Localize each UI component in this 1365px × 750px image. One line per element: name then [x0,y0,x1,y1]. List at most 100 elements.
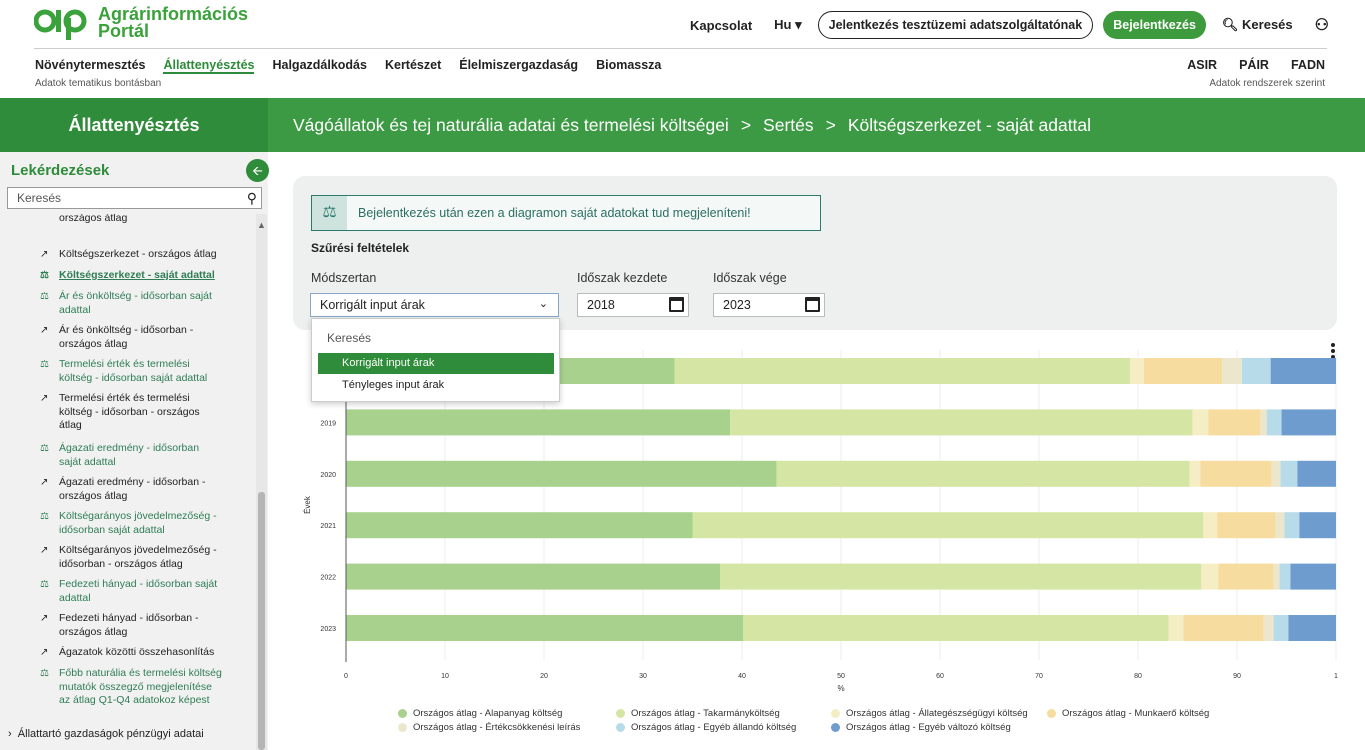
accessibility-icon[interactable]: ⚇ [1314,17,1329,34]
sidebar-item[interactable]: ↗ Fedezeti hányad - idősorban - országos … [40,612,224,639]
legend-item[interactable]: Országos átlag - Egyéb változó költség [831,722,1011,733]
dropdown-option[interactable]: Tényleges input árak [342,379,445,391]
bar-segment [1201,563,1219,590]
legend-item[interactable]: Országos átlag - Munkaerő költség [1047,708,1209,719]
header-search-label: Keresés [1242,17,1293,32]
bar-segment [1222,358,1242,384]
sidebar-item[interactable]: ⚖ Ár és önköltség - idősorban saját adatt… [40,290,224,317]
query-list: országos átlag ↗ Költségszerkezet - orszá… [0,214,256,750]
sidebar-search-input[interactable]: Keresés ⚲ [7,187,262,209]
filter-title: Szűrési feltételek [311,241,410,255]
x-tick-label: 50 [837,673,845,680]
y-tick-label: 2019 [320,420,336,427]
nav-item-food[interactable]: Élelmiszergazdaság [459,58,579,72]
caret-down-icon: ▾ [795,17,802,32]
contact-link[interactable]: Kapcsolat [690,17,753,33]
chart-svg: 2018201920202021202220230102030405060708… [303,350,1338,693]
nav-item-pair[interactable]: PÁIR [1239,58,1269,72]
report-provider-button[interactable]: Jelentkezés tesztüzemi adatszolgáltatóna… [817,11,1094,39]
dropdown-search-input[interactable]: Keresés [327,331,372,345]
calendar-icon[interactable] [669,297,684,312]
bar-segment [1271,460,1281,487]
bar-segment [346,512,693,539]
sidebar-item[interactable]: ⚖ Ágazati eredmény - idősorban saját adat… [40,442,224,469]
legend-item[interactable]: Országos átlag - Alapanyag költség [398,708,562,719]
sidebar-item[interactable]: ↗ Ágazati eredmény - idősorban - országos… [40,476,224,503]
sidebar-item-label: Ár és önköltség - idősorban saját adatta… [59,290,212,316]
sidebar-item-label: Költségarányos jövedelmezőség - idősorba… [59,544,217,570]
sidebar-item[interactable]: ⚖ Főbb naturália és termelési költség mut… [40,667,224,708]
chart-menu-icon[interactable] [1331,343,1335,359]
legend-item[interactable]: Országos átlag - Egyéb állandó költség [616,722,796,733]
bar-segment [720,563,1202,590]
login-button[interactable]: Bejelentkezés [1103,11,1206,39]
language-select[interactable]: Hu ▾ [768,17,808,33]
legend-swatch [398,723,407,732]
nav-item-livestock[interactable]: Állattenyésztés [163,58,255,74]
sidebar-scrollbar[interactable]: ▲ [256,214,267,750]
sidebar-item-label: Fedezeti hányad - idősorban saját adatta… [59,578,218,604]
start-date-field[interactable]: 2018 [577,293,689,317]
nav-item-crop[interactable]: Növénytermesztés [35,58,146,72]
bar-segment [1218,563,1274,590]
breadcrumb-item[interactable]: Sertés [763,114,814,135]
sidebar-group-label: Állattartó gazdaságok pénzügyi adatai [17,728,204,740]
sidebar-item[interactable]: ↗ Ágazatok közötti összehasonlítás [40,646,224,660]
nav-item-asir[interactable]: ASIR [1187,58,1218,72]
sidebar-item[interactable]: ↗ Termelési érték és termelési költség - … [40,392,224,433]
legend-item[interactable]: Országos átlag - Takarmányköltség [616,708,780,719]
bar-segment [1192,409,1209,436]
legend-swatch [616,723,625,732]
search-icon[interactable]: ⚲ [246,190,257,206]
sidebar-item[interactable]: ↗ Ár és önköltség - idősorban - országos … [40,324,224,351]
sidebar-item[interactable]: ⚖ Költségszerkezet - saját adattal [40,269,224,283]
trend-icon: ↗ [40,613,49,624]
bar-segment [346,563,721,590]
sidebar-item-label: Termelési érték és termelési költség - i… [59,358,208,384]
site-header: Agrárinformációs Portál Kapcsolat Hu ▾ J… [0,0,1365,98]
bar-segment [742,615,1169,641]
calendar-icon[interactable] [805,297,820,312]
sidebar-item[interactable]: ↗ Költségarányos jövedelmezőség - idősorb… [40,544,224,571]
portal-logo[interactable]: Agrárinformációs Portál [33,5,248,40]
bar-segment [1168,615,1184,641]
scroll-up-icon[interactable]: ▲ [257,220,266,230]
nav-item-horticulture[interactable]: Kertészet [384,58,442,72]
sidebar-group-finance[interactable]: › Állattartó gazdaságok pénzügyi adatai [8,728,204,740]
sidebar-item-label: Főbb naturália és termelési költség muta… [59,667,222,706]
end-date-field[interactable]: 2023 [713,293,825,317]
sidebar-item[interactable]: ⚖ Termelési érték és termelési költség - … [40,358,224,385]
trend-icon: ↗ [40,647,49,658]
nav-item-fishery[interactable]: Halgazdálkodás [272,58,367,72]
method-select[interactable]: Korrigált input árak ⌄ [310,293,559,317]
legend-item[interactable]: Országos átlag - Állategészségügyi költs… [831,708,1028,719]
header-search[interactable]: 🔍︎ Keresés [1216,17,1299,33]
breadcrumb: Vágóállatok és tej naturália adatai és t… [293,98,1091,152]
scale-icon: ⚖ [40,579,49,590]
bar-segment [1241,358,1271,384]
legend-label: Országos átlag - Egyéb állandó költség [631,722,797,733]
bar-segment [1280,460,1298,487]
sidebar-item[interactable]: ⚖ Költségarányos jövedelmezőség - idősorb… [40,510,224,537]
dropdown-option[interactable]: Korrigált input árak [318,353,554,374]
scrollbar-thumb[interactable] [258,492,265,750]
legend-swatch [616,709,625,718]
method-select-value: Korrigált input árak [320,298,425,312]
sidebar-item[interactable]: ↗ Költségszerkezet - országos átlag [40,248,224,262]
bar-segment [1290,563,1336,590]
bar-segment [730,409,1193,436]
collapse-sidebar-button[interactable]: 🡨︎ [246,159,269,182]
nav-item-fadn[interactable]: FADN [1290,58,1325,72]
legend-item[interactable]: Országos átlag - Értékcsökkenési leírás [398,722,580,733]
sidebar-item[interactable]: ⚖ Fedezeti hányad - idősorban saját adatt… [40,578,224,605]
legend-swatch [831,709,840,718]
breadcrumb-item[interactable]: Vágóállatok és tej naturália adatai és t… [293,114,729,135]
y-axis-label: Évek [303,495,312,514]
list-item-partial[interactable]: országos átlag [59,214,128,224]
section-band: Állattenyésztés Vágóállatok és tej natur… [0,98,1365,152]
scale-icon: ⚖ [40,443,49,454]
bar-segment [1299,512,1336,539]
nav-item-biomass[interactable]: Biomassza [596,58,662,72]
breadcrumb-separator: > [825,114,836,135]
cost-structure-chart: 2018201920202021202220230102030405060708… [300,350,1350,695]
